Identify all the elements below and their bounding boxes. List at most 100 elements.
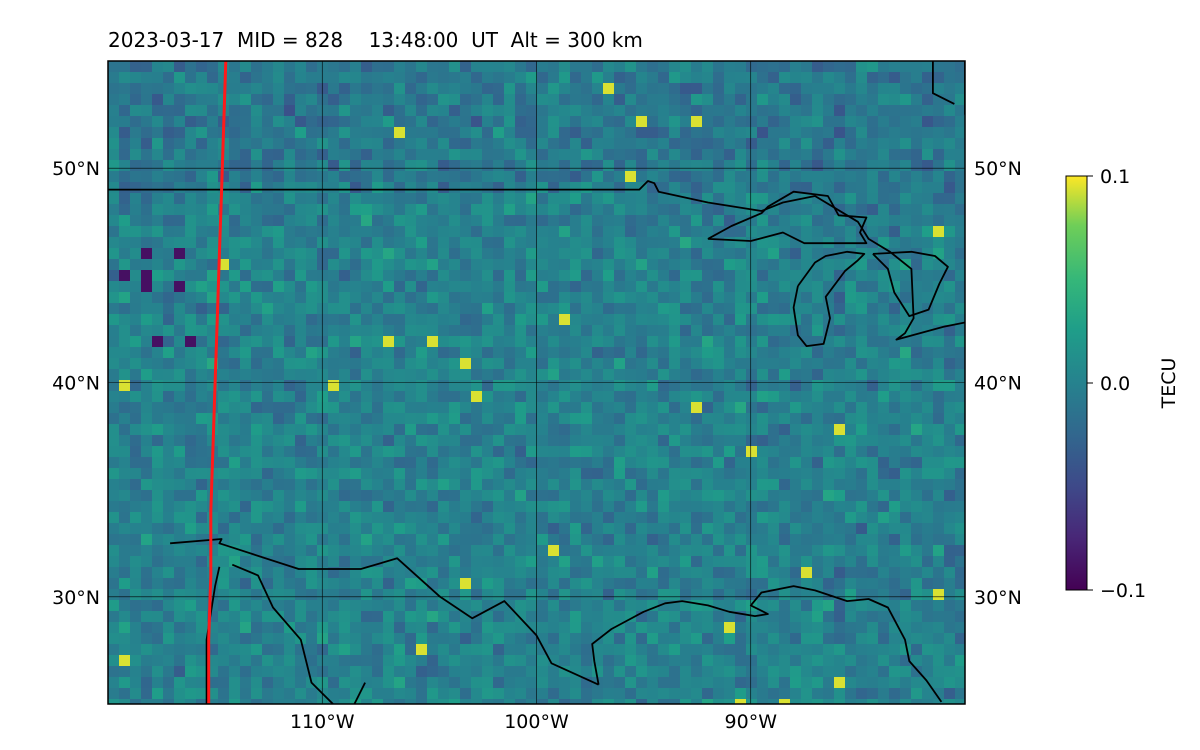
tec-cell [449, 699, 460, 704]
tec-cell [493, 622, 504, 633]
tec-cell [482, 534, 493, 545]
tec-cell [515, 490, 526, 501]
tec-cell [548, 171, 559, 182]
tec-cell [515, 347, 526, 358]
tec-cell [504, 556, 515, 567]
tec-cell [603, 556, 614, 567]
tec-cell [570, 611, 581, 622]
colorbar: 0.10.0−0.1 TECU [1065, 166, 1180, 602]
tec-cell [669, 501, 680, 512]
tec-cell [746, 358, 757, 369]
tec-cell [944, 578, 955, 589]
tec-cell [328, 501, 339, 512]
tec-cell [339, 314, 350, 325]
tec-cell [834, 270, 845, 281]
tec-cell [383, 479, 394, 490]
tec-cell [229, 666, 240, 677]
tec-cell [174, 479, 185, 490]
tec-cell [647, 149, 658, 160]
tec-cell [933, 611, 944, 622]
tec-cell [383, 600, 394, 611]
tec-cell [295, 193, 306, 204]
tec-cell [163, 413, 174, 424]
tec-cell [779, 171, 790, 182]
tec-cell [383, 358, 394, 369]
tec-cell [152, 479, 163, 490]
tec-cell [867, 204, 878, 215]
tec-cell [174, 589, 185, 600]
tec-cell [504, 699, 515, 704]
tec-cell [801, 369, 812, 380]
tec-cell [493, 468, 504, 479]
tec-cell [823, 391, 834, 402]
tec-cell [218, 633, 229, 644]
tec-cell [537, 138, 548, 149]
tec-cell [911, 347, 922, 358]
tec-cell [647, 182, 658, 193]
tec-cell [900, 391, 911, 402]
tec-cell [636, 644, 647, 655]
tec-cell [889, 116, 900, 127]
tec-cell [240, 292, 251, 303]
tec-cell [889, 61, 900, 72]
tec-cell [933, 182, 944, 193]
tec-cell [119, 424, 130, 435]
tec-cell [449, 105, 460, 116]
tec-cell [482, 105, 493, 116]
tec-cell [911, 611, 922, 622]
tec-cell [350, 490, 361, 501]
tec-cell [185, 325, 196, 336]
tec-cell [438, 578, 449, 589]
tec-cell [955, 644, 965, 655]
tec-cell [196, 578, 207, 589]
tec-cell [471, 479, 482, 490]
tec-cell [218, 468, 229, 479]
tec-cell [680, 182, 691, 193]
tec-cell [515, 622, 526, 633]
tec-cell [471, 468, 482, 479]
tec-cell [801, 446, 812, 457]
tec-cell [636, 413, 647, 424]
tec-cell [834, 380, 845, 391]
tec-cell [944, 193, 955, 204]
tec-cell [713, 325, 724, 336]
tec-cell [449, 424, 460, 435]
tec-cell [163, 578, 174, 589]
tec-cell [306, 424, 317, 435]
tec-cell [405, 534, 416, 545]
tec-cell [889, 699, 900, 704]
tec-cell [306, 545, 317, 556]
tec-cell [526, 347, 537, 358]
tec-cell [658, 567, 669, 578]
tec-cell [680, 270, 691, 281]
tec-cell [416, 688, 427, 699]
tec-cell [460, 578, 471, 589]
tec-cell [108, 138, 119, 149]
tec-cell [603, 413, 614, 424]
tec-cell [933, 699, 944, 704]
tec-cell [328, 204, 339, 215]
tec-cell [603, 281, 614, 292]
tec-cell [603, 435, 614, 446]
tec-cell [196, 545, 207, 556]
tec-cell [768, 94, 779, 105]
tec-cell [174, 292, 185, 303]
tec-cell [207, 215, 218, 226]
tec-cell [658, 413, 669, 424]
tec-cell [328, 61, 339, 72]
tec-cell [207, 193, 218, 204]
tec-cell [746, 611, 757, 622]
tec-cell [185, 391, 196, 402]
tec-cell [537, 380, 548, 391]
tec-cell [185, 578, 196, 589]
tec-cell [273, 457, 284, 468]
tec-cell [746, 545, 757, 556]
tec-cell [427, 589, 438, 600]
tec-cell [196, 61, 207, 72]
tec-cell [339, 578, 350, 589]
tec-cell [867, 248, 878, 259]
tec-cell [504, 336, 515, 347]
tec-cell [185, 655, 196, 666]
tec-cell [933, 138, 944, 149]
tec-cell [823, 138, 834, 149]
